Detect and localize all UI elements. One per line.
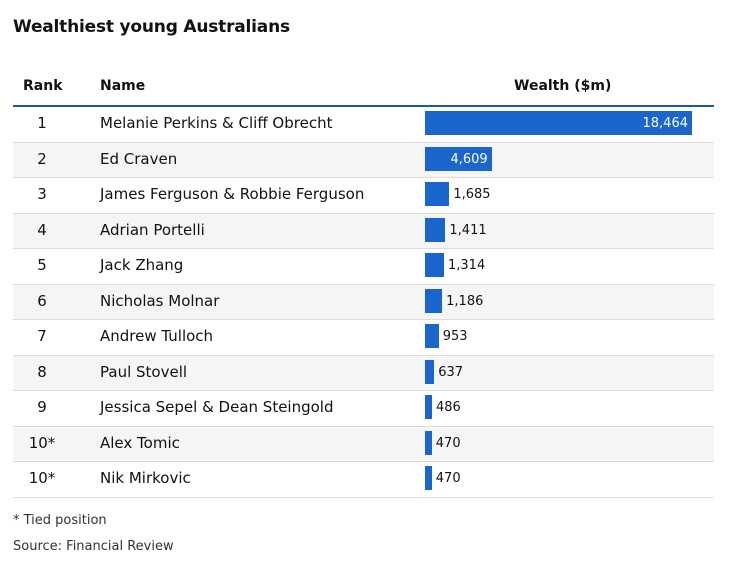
- table-row: 1 Melanie Perkins & Cliff Obrecht 18,464: [13, 107, 714, 143]
- wealth-bar: [425, 466, 432, 490]
- rank-cell: 8: [37, 362, 47, 381]
- table-row: 10* Alex Tomic 470: [13, 426, 714, 462]
- wealth-value-label: 953: [442, 329, 468, 344]
- table-row: 9 Jessica Sepel & Dean Steingold 486: [13, 391, 714, 427]
- rank-column-header: Rank: [23, 78, 63, 94]
- rank-cell: 4: [37, 220, 47, 239]
- wealth-cell: 1,314: [425, 249, 714, 284]
- table-row: 3 James Ferguson & Robbie Ferguson 1,685: [13, 178, 714, 214]
- table-row: 8 Paul Stovell 637: [13, 355, 714, 391]
- wealth-cell: 637: [425, 356, 714, 391]
- wealth-cell: 1,411: [425, 214, 714, 249]
- wealth-value-label: 1,411: [449, 222, 487, 238]
- name-column-header: Name: [100, 78, 146, 94]
- wealth-cell: 1,685: [425, 178, 714, 213]
- wealth-bar: [425, 395, 433, 419]
- wealth-bar: [425, 217, 446, 242]
- name-cell: Nik Mirkovic: [100, 469, 191, 487]
- wealth-cell: 1,186: [425, 285, 714, 320]
- wealth-value-label: 1,186: [446, 293, 484, 309]
- rank-cell: 10*: [28, 433, 56, 452]
- rank-cell: 7: [37, 327, 47, 345]
- name-cell: Alex Tomic: [100, 433, 180, 452]
- wealth-column-header: Wealth ($m): [514, 78, 612, 94]
- name-cell: Andrew Tulloch: [100, 327, 214, 345]
- wealth-bar: [425, 324, 439, 348]
- wealth-cell: 18,464: [425, 107, 714, 142]
- rank-cell: 1: [37, 114, 47, 132]
- name-cell: Nicholas Molnar: [100, 291, 220, 310]
- table-header: Rank Name Wealth ($m): [13, 70, 714, 107]
- wealth-bar: [425, 146, 492, 171]
- rank-cell: 10*: [28, 469, 56, 487]
- table-row: 5 Jack Zhang 1,314: [13, 249, 714, 285]
- name-cell: Melanie Perkins & Cliff Obrecht: [100, 114, 333, 132]
- wealth-value-label: 486: [436, 400, 461, 415]
- rank-cell: 6: [37, 291, 47, 310]
- wealth-cell: 4,609: [425, 143, 714, 178]
- wealth-bar: [425, 430, 432, 455]
- name-cell: James Ferguson & Robbie Ferguson: [100, 185, 365, 203]
- rank-cell: 9: [37, 398, 47, 416]
- table-body: 1 Melanie Perkins & Cliff Obrecht 18,464 2 E…: [13, 107, 714, 498]
- table-row: 2 Ed Craven 4,609: [13, 142, 714, 178]
- name-cell: Ed Craven: [100, 149, 178, 168]
- wealth-bar: [425, 111, 692, 135]
- table-row: 10* Nik Mirkovic 470: [13, 462, 714, 498]
- footnote: * Tied position: [13, 513, 107, 528]
- rank-cell: 5: [37, 256, 47, 274]
- rank-cell: 2: [37, 149, 47, 168]
- name-cell: Jessica Sepel & Dean Steingold: [100, 398, 334, 416]
- table-row: 7 Andrew Tulloch 953: [13, 320, 714, 356]
- wealth-value-label: 637: [438, 364, 464, 380]
- wealth-value-label: 4,609: [450, 151, 488, 167]
- wealth-bar: [425, 182, 450, 206]
- table-row: 6 Nicholas Molnar 1,186: [13, 284, 714, 320]
- wealth-bar: [425, 359, 435, 384]
- chart-title: Wealthiest young Australians: [13, 17, 290, 37]
- wealth-value-label: 18,464: [642, 116, 689, 131]
- wealth-value-label: 470: [435, 435, 461, 451]
- wealth-value-label: 470: [435, 471, 461, 486]
- table-row: 4 Adrian Portelli 1,411: [13, 213, 714, 249]
- wealth-table: Rank Name Wealth ($m) 1 Melanie Perkins &…: [13, 70, 714, 498]
- rank-cell: 3: [37, 185, 47, 203]
- wealth-bar: [425, 288, 443, 313]
- name-cell: Adrian Portelli: [100, 220, 205, 239]
- wealth-cell: 470: [425, 427, 714, 462]
- wealth-bar: [425, 253, 444, 277]
- wealth-cell: 953: [425, 320, 714, 355]
- wealth-cell: 486: [425, 391, 714, 426]
- name-cell: Jack Zhang: [100, 256, 184, 274]
- wealth-value-label: 1,685: [453, 187, 491, 202]
- source-note: Source: Financial Review: [13, 539, 174, 554]
- wealth-cell: 470: [425, 462, 714, 497]
- name-cell: Paul Stovell: [100, 362, 188, 381]
- wealth-value-label: 1,314: [448, 258, 486, 273]
